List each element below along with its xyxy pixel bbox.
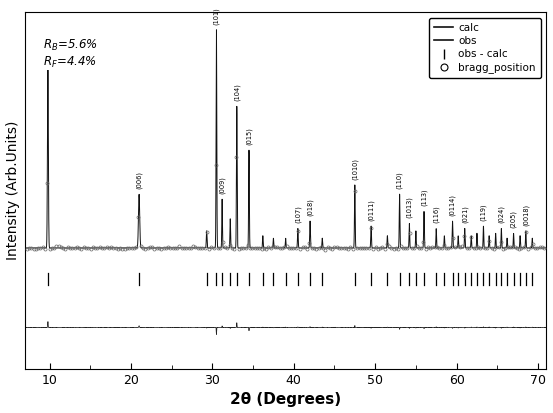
- Text: (0114): (0114): [449, 194, 456, 216]
- Text: (104): (104): [233, 83, 240, 101]
- Text: (205): (205): [510, 210, 517, 228]
- Text: (0111): (0111): [368, 199, 374, 221]
- Text: (009): (009): [219, 176, 226, 194]
- Text: (021): (021): [462, 205, 468, 223]
- Text: $R_B$=5.6%
$R_F$=4.4%: $R_B$=5.6% $R_F$=4.4%: [43, 38, 98, 70]
- Text: (003): (003): [45, 42, 51, 60]
- Text: (110): (110): [397, 171, 403, 189]
- Text: (107): (107): [295, 205, 301, 223]
- Text: (015): (015): [246, 127, 252, 145]
- Text: (119): (119): [480, 203, 487, 221]
- Text: (0018): (0018): [523, 204, 529, 226]
- Text: (1013): (1013): [406, 197, 413, 218]
- Legend: calc, obs, obs - calc, bragg_position: calc, obs, obs - calc, bragg_position: [429, 18, 541, 78]
- Text: (113): (113): [421, 189, 427, 206]
- Text: (1010): (1010): [352, 158, 358, 180]
- Text: (006): (006): [136, 171, 142, 189]
- Text: (116): (116): [433, 206, 440, 223]
- Text: (024): (024): [498, 205, 505, 223]
- Text: (018): (018): [307, 198, 314, 216]
- Y-axis label: Intensity (Arb.Units): Intensity (Arb.Units): [6, 121, 19, 261]
- Text: (101): (101): [213, 7, 220, 25]
- X-axis label: 2θ (Degrees): 2θ (Degrees): [230, 392, 341, 408]
